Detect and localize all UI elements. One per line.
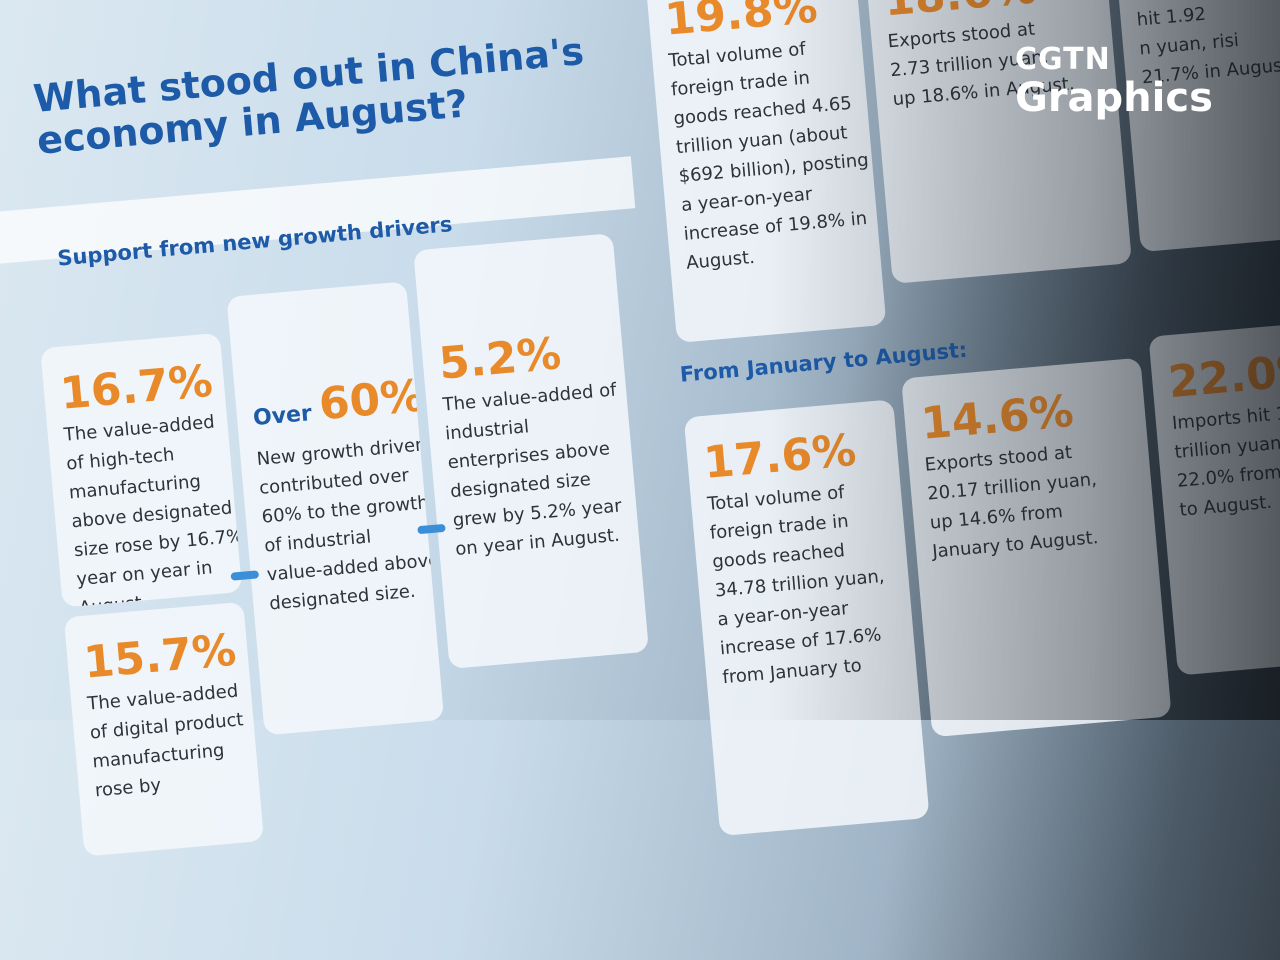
- page: {"title": "What stood out in China's eco…: [0, 0, 1280, 802]
- stat-card: 14.6% Exports stood at 20.17 trillion yuan…: [901, 357, 1172, 738]
- stat-prefix: Over: [252, 401, 313, 432]
- logo-sub: Graphics: [1015, 75, 1213, 121]
- stat-value: 5.2%: [436, 328, 563, 390]
- logo-brand: CGTN: [1015, 42, 1111, 77]
- logo: CGTN Graphics: [1015, 42, 1213, 119]
- title: What stood out in China's economy in Aug…: [31, 29, 586, 163]
- stat-card: 17.6% Total volume of foreign trade in good…: [683, 399, 930, 837]
- stat-card: 15.7% The value-added of digital product ma…: [63, 601, 265, 857]
- stat-value: 22.0%: [1166, 344, 1280, 409]
- stat-card: 19.8% Total volume of foreign trade in good…: [644, 0, 887, 343]
- stat-card: Over60% New growth drivers contributed ove…: [226, 281, 445, 736]
- stat-card: 16.7% The value-added of high-tech manufact…: [40, 332, 243, 608]
- stat-value: 60%: [316, 370, 427, 431]
- stat-card: 5.2% The value-added of industrial enterpri…: [413, 233, 649, 669]
- stat-card: 22.0%Imports hit 14.trillion yuan, ri22.…: [1148, 316, 1280, 676]
- stat-block: 22.0%: [1166, 340, 1280, 409]
